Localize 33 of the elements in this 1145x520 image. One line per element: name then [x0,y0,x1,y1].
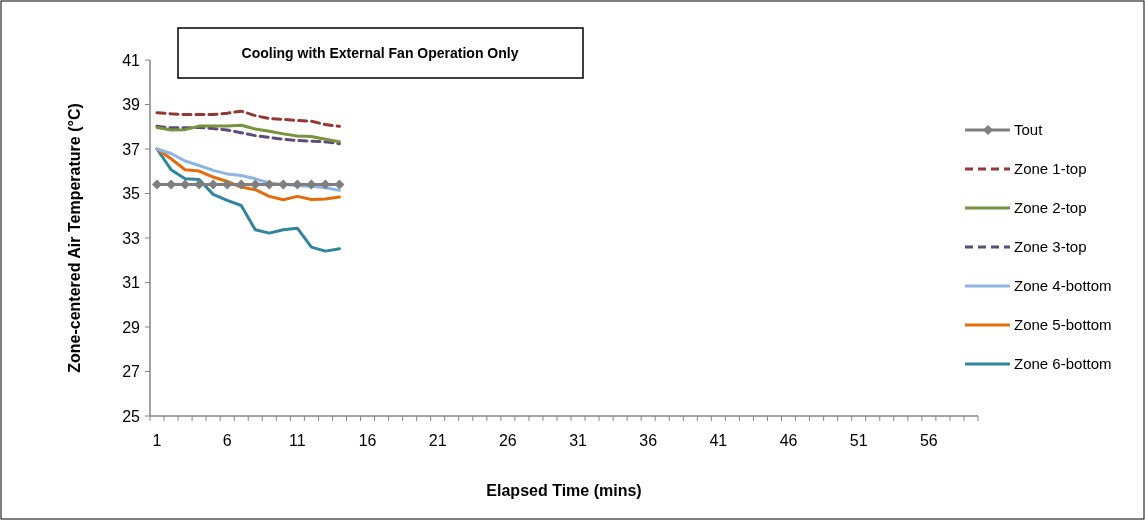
legend-label: Zone 1-top [1014,160,1087,178]
legend-label: Zone 4-bottom [1014,277,1112,295]
x-tick-label: 1 [152,432,162,449]
x-axis-title: Elapsed Time (mins) [486,482,642,499]
legend-label: Zone 6-bottom [1014,355,1112,373]
y-tick-label: 31 [122,274,141,292]
x-tick-label: 46 [779,432,798,449]
x-tick-label: 56 [919,432,938,449]
chart-title: Cooling with External Fan Operation Only [241,44,519,61]
x-tick-label: 21 [428,432,447,449]
y-axis-title: Zone-centered Air Temperature (°C) [66,103,83,373]
y-tick-label: 25 [122,407,141,425]
y-tick-label: 29 [122,318,141,336]
legend-label: Zone 5-bottom [1014,316,1112,334]
line-series [155,147,341,253]
x-tick-label: 16 [358,432,377,449]
x-tick-label: 6 [222,432,232,449]
y-tick-label: 33 [122,229,141,247]
y-tick-label: 37 [122,140,141,158]
line-series [155,109,341,128]
legend-label: Zone 2-top [1014,199,1087,217]
x-tick-label: 26 [498,432,517,449]
x-tick-label: 31 [569,432,588,449]
y-tick-label: 35 [122,185,141,203]
x-tick-label: 11 [289,432,306,449]
x-tick-label: 51 [849,432,868,449]
y-tick-label: 27 [122,363,141,381]
legend-label: Tout [1014,121,1044,139]
x-tick-label: 36 [639,432,658,449]
x-tick-label: 41 [709,432,728,449]
legend-label: Zone 3-top [1014,238,1087,256]
y-tick-label: 41 [122,51,141,69]
y-tick-label: 39 [122,96,141,114]
